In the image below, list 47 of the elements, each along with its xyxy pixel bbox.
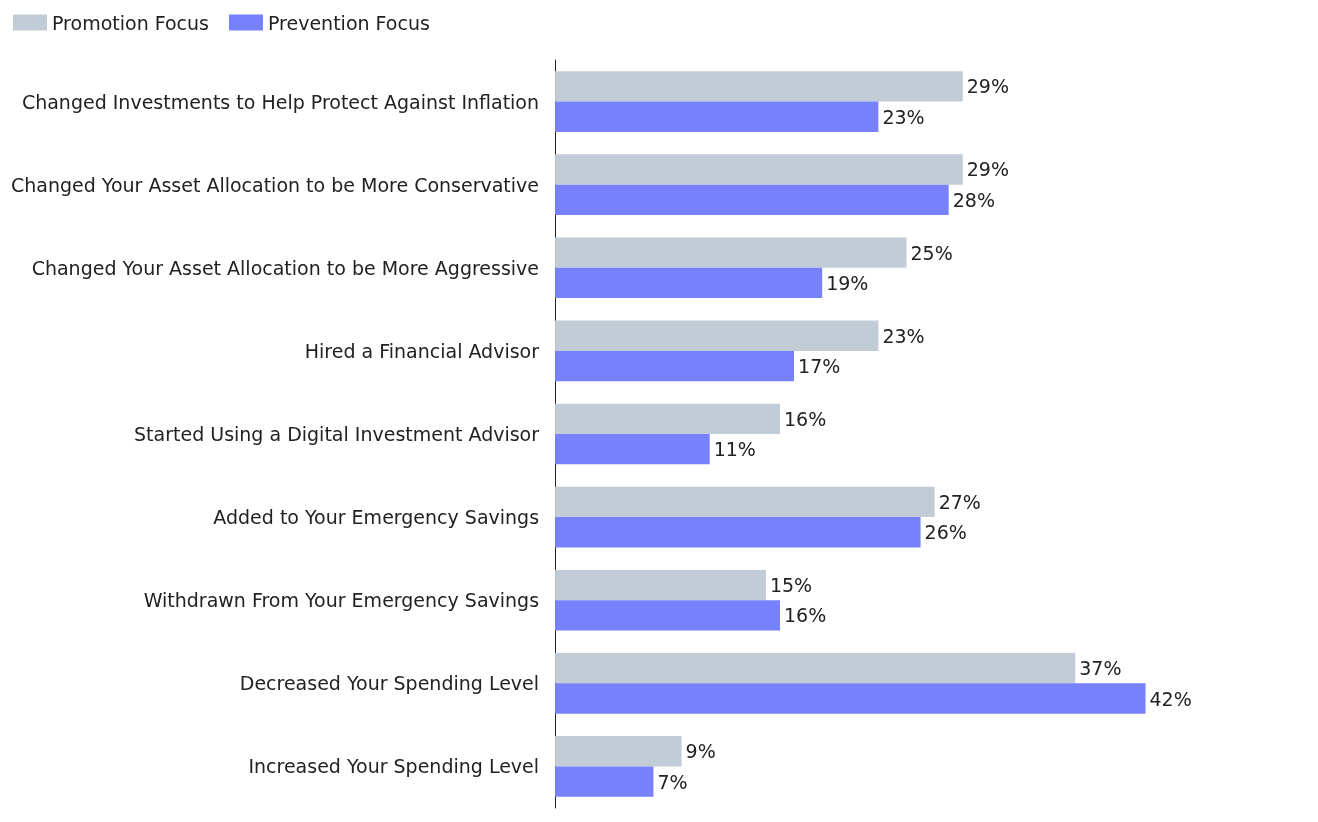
bar: [555, 600, 780, 631]
data-label: 16%: [783, 604, 827, 627]
data-label: 19%: [826, 271, 869, 294]
bar: [555, 237, 907, 268]
bar: [555, 569, 766, 601]
legend-label: Promotion Focus: [52, 11, 209, 34]
bar: [555, 267, 823, 299]
data-label: 11%: [713, 438, 756, 461]
data-label: 15%: [769, 574, 813, 597]
bar: [555, 766, 654, 797]
bar: [555, 403, 780, 434]
y-tick-label: Changed Investments to Help Protect Against Inflation: [21, 90, 540, 113]
data-label: 26%: [924, 521, 967, 544]
bar: [555, 71, 963, 102]
legend-label: Prevention Focus: [267, 11, 430, 34]
data-label: 37%: [1079, 657, 1122, 680]
bar: [555, 517, 921, 548]
data-label: 16%: [783, 407, 827, 430]
bar: [555, 434, 710, 465]
bar: [555, 184, 949, 215]
data-label: 23%: [882, 105, 925, 128]
bar: [555, 683, 1146, 714]
data-label: 17%: [798, 355, 841, 378]
bar: [555, 154, 963, 185]
data-label: 28%: [952, 188, 995, 211]
y-tick-label: Changed Your Asset Allocation to be More Conservative: [10, 173, 540, 196]
y-tick-label: Hired a Financial Advisor: [304, 339, 540, 362]
data-label: 42%: [1149, 687, 1192, 710]
data-label: 9%: [685, 740, 716, 763]
y-tick-label: Started Using a Digital Investment Advisor: [134, 423, 540, 445]
bar: [555, 486, 935, 518]
bar: [555, 736, 682, 767]
bar: [555, 350, 795, 382]
bar: [555, 653, 1076, 684]
y-tick-label: Decreased Your Spending Level: [239, 672, 540, 695]
y-tick-label: Increased Your Spending Level: [248, 755, 540, 778]
data-label: 29%: [966, 75, 1009, 98]
data-label: 27%: [938, 490, 981, 513]
data-label: 29%: [966, 158, 1009, 181]
bar: [555, 320, 879, 351]
y-tick-label: Added to Your Emergency Savings: [213, 506, 540, 529]
data-label: 25%: [910, 241, 953, 264]
bar: [555, 101, 879, 132]
data-label: 23%: [882, 324, 925, 347]
data-label: 7%: [657, 770, 688, 793]
y-tick-label: Changed Your Asset Allocation to be More Aggressive: [31, 256, 540, 279]
y-tick-label: Withdrawn From Your Emergency Savings: [143, 589, 540, 612]
